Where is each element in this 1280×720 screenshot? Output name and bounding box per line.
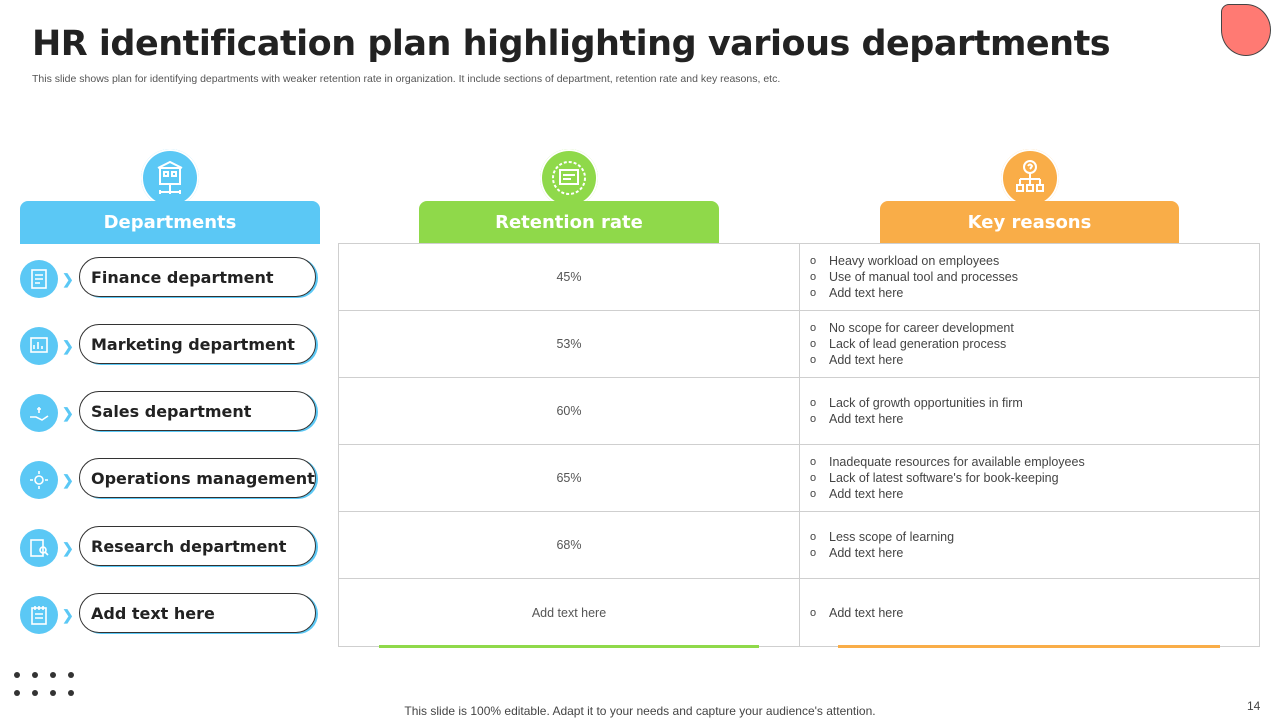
key-reasons-cell: o No scope for career development o Lack o… [800,311,1259,377]
key-reasons-cell: o Heavy workload on employees o Use of man… [800,244,1259,310]
retention-accent-bar [379,645,759,648]
department-row: ❯ Research department [20,526,320,570]
reason-item: o Less scope of learning [810,530,955,544]
corner-decoration [1221,4,1271,56]
sales-hand-icon [20,394,58,432]
table-row: 53% o No scope for career development o La… [339,311,1259,378]
retention-rate-cell: 65% [339,445,800,511]
department-row: ❯ Marketing department [20,324,320,368]
chevron-right-icon: ❯ [62,607,74,623]
key-reasons-cell: o Inadequate resources for available empl… [800,445,1259,511]
reason-item: o Lack of latest software's for book-keep… [810,471,1059,485]
key-reasons-cell: o Add text here [800,579,1259,646]
reason-item: o Use of manual tool and processes [810,270,1018,284]
reason-item: o Add text here [810,353,904,367]
table-row: 45% o Heavy workload on employees o Use of… [339,244,1259,311]
building-network-icon [141,149,199,207]
chevron-right-icon: ❯ [62,540,74,556]
marketing-chart-icon [20,327,58,365]
retention-rate-cell: Add text here [339,579,800,646]
reason-item: o Lack of lead generation process [810,337,1007,351]
dashboard-report-icon [540,149,598,207]
reason-item: o Add text here [810,546,904,560]
key-reasons-cell: o Less scope of learning o Add text here [800,512,1259,578]
reason-item: o Heavy workload on employees [810,254,1000,268]
gears-cycle-icon [20,461,58,499]
department-row: ❯ Finance department [20,257,320,301]
department-label: Sales department [79,391,316,431]
table-row: Add text here o Add text here [339,579,1259,646]
retention-rate-cell: 53% [339,311,800,377]
reason-item: o Add text here [810,286,904,300]
table-row: 68% o Less scope of learning o Add text he… [339,512,1259,579]
chevron-right-icon: ❯ [62,472,74,488]
chevron-right-icon: ❯ [62,271,74,287]
reasons-accent-bar [838,645,1220,648]
reason-item: o Add text here [810,412,904,426]
department-label: Operations management [79,458,316,498]
department-row: ❯ Operations management [20,458,320,502]
chevron-right-icon: ❯ [62,405,74,421]
departments-header: Departments [20,201,320,244]
department-row: ❯ Sales department [20,391,320,435]
chevron-right-icon: ❯ [62,338,74,354]
key-reasons-header: Key reasons [880,201,1179,244]
retention-rate-cell: 45% [339,244,800,310]
department-label: Add text here [79,593,316,633]
department-label: Finance department [79,257,316,297]
table-row: 60% o Lack of growth opportunities in fir… [339,378,1259,445]
question-hierarchy-icon [1001,149,1059,207]
reason-item: o Add text here [810,487,904,501]
footer-note: This slide is 100% editable. Adapt it to… [404,704,876,718]
dots-decoration [14,672,78,700]
retention-rate-cell: 68% [339,512,800,578]
reason-item: o No scope for career development [810,321,1014,335]
reason-item: o Lack of growth opportunities in firm [810,396,1023,410]
slide-subtitle: This slide shows plan for identifying de… [32,73,781,85]
reason-item: o Add text here [810,605,904,620]
research-report-icon [20,529,58,567]
finance-document-icon [20,260,58,298]
department-label: Research department [79,526,316,566]
retention-table: 45% o Heavy workload on employees o Use of… [338,243,1260,647]
retention-rate-cell: 60% [339,378,800,444]
table-row: 65% o Inadequate resources for available … [339,445,1259,512]
reason-item: o Inadequate resources for available empl… [810,455,1085,469]
page-number: 14 [1247,699,1261,713]
slide-title: HR identification plan highlighting vari… [32,24,1111,64]
department-label: Marketing department [79,324,316,364]
department-row: ❯ Add text here [20,593,320,637]
notepad-icon [20,596,58,634]
retention-rate-header: Retention rate [419,201,719,244]
